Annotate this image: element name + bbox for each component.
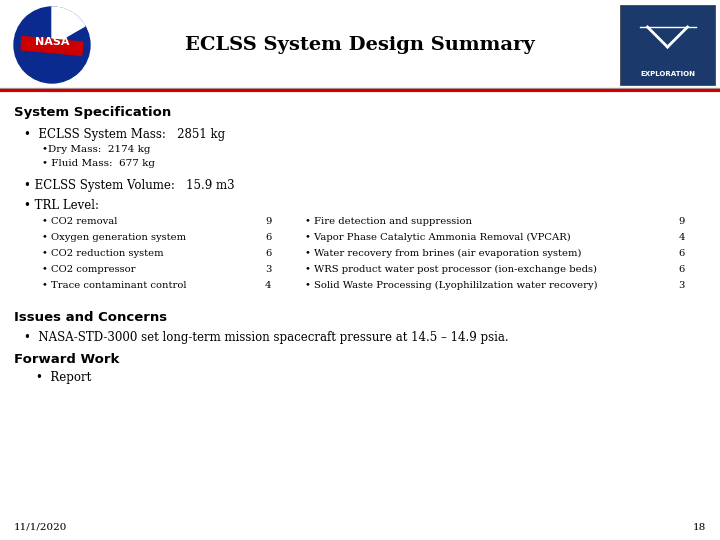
Text: 18: 18 [693, 523, 706, 532]
Text: • CO2 compressor: • CO2 compressor [42, 265, 135, 274]
Text: • Fluid Mass:  677 kg: • Fluid Mass: 677 kg [42, 159, 155, 168]
Text: 6: 6 [265, 233, 271, 242]
Text: • Fire detection and suppression: • Fire detection and suppression [305, 217, 472, 226]
Wedge shape [52, 7, 85, 45]
Text: 6: 6 [265, 249, 271, 258]
Text: 11/1/2020: 11/1/2020 [14, 523, 68, 532]
Text: 9: 9 [679, 217, 685, 226]
Text: 3: 3 [679, 281, 685, 290]
Text: • Vapor Phase Catalytic Ammonia Removal (VPCAR): • Vapor Phase Catalytic Ammonia Removal … [305, 233, 571, 242]
Text: 6: 6 [679, 249, 685, 258]
Text: Issues and Concerns: Issues and Concerns [14, 311, 167, 324]
Text: • Solid Waste Processing (Lyophililzation water recovery): • Solid Waste Processing (Lyophililzatio… [305, 281, 598, 290]
Text: •  Report: • Report [36, 371, 91, 384]
Text: • Water recovery from brines (air evaporation system): • Water recovery from brines (air evapor… [305, 249, 582, 258]
Text: 3: 3 [265, 265, 271, 274]
FancyBboxPatch shape [0, 0, 720, 90]
Text: 6: 6 [679, 265, 685, 274]
FancyBboxPatch shape [620, 5, 715, 85]
Text: 9: 9 [265, 217, 271, 226]
Text: •  NASA-STD-3000 set long-term mission spacecraft pressure at 14.5 – 14.9 psia.: • NASA-STD-3000 set long-term mission sp… [24, 331, 508, 344]
Text: • ECLSS System Volume:   15.9 m3: • ECLSS System Volume: 15.9 m3 [24, 179, 235, 192]
Text: •Dry Mass:  2174 kg: •Dry Mass: 2174 kg [42, 145, 150, 154]
Text: 4: 4 [678, 233, 685, 242]
Text: ECLSS System Design Summary: ECLSS System Design Summary [185, 36, 535, 54]
Text: • CO2 reduction system: • CO2 reduction system [42, 249, 163, 258]
Text: EXPLORATION: EXPLORATION [640, 71, 695, 77]
Text: • TRL Level:: • TRL Level: [24, 199, 99, 212]
Text: • CO2 removal: • CO2 removal [42, 217, 117, 226]
Circle shape [14, 7, 90, 83]
Text: System Specification: System Specification [14, 106, 171, 119]
Text: NASA: NASA [35, 37, 69, 47]
Text: • Trace contaminant control: • Trace contaminant control [42, 281, 186, 290]
Text: Forward Work: Forward Work [14, 353, 120, 366]
Text: • WRS product water post processor (ion-exchange beds): • WRS product water post processor (ion-… [305, 265, 597, 274]
Text: • Oxygen generation system: • Oxygen generation system [42, 233, 186, 242]
Text: 4: 4 [265, 281, 271, 290]
FancyArrow shape [21, 37, 83, 56]
Text: •  ECLSS System Mass:   2851 kg: • ECLSS System Mass: 2851 kg [24, 128, 225, 141]
